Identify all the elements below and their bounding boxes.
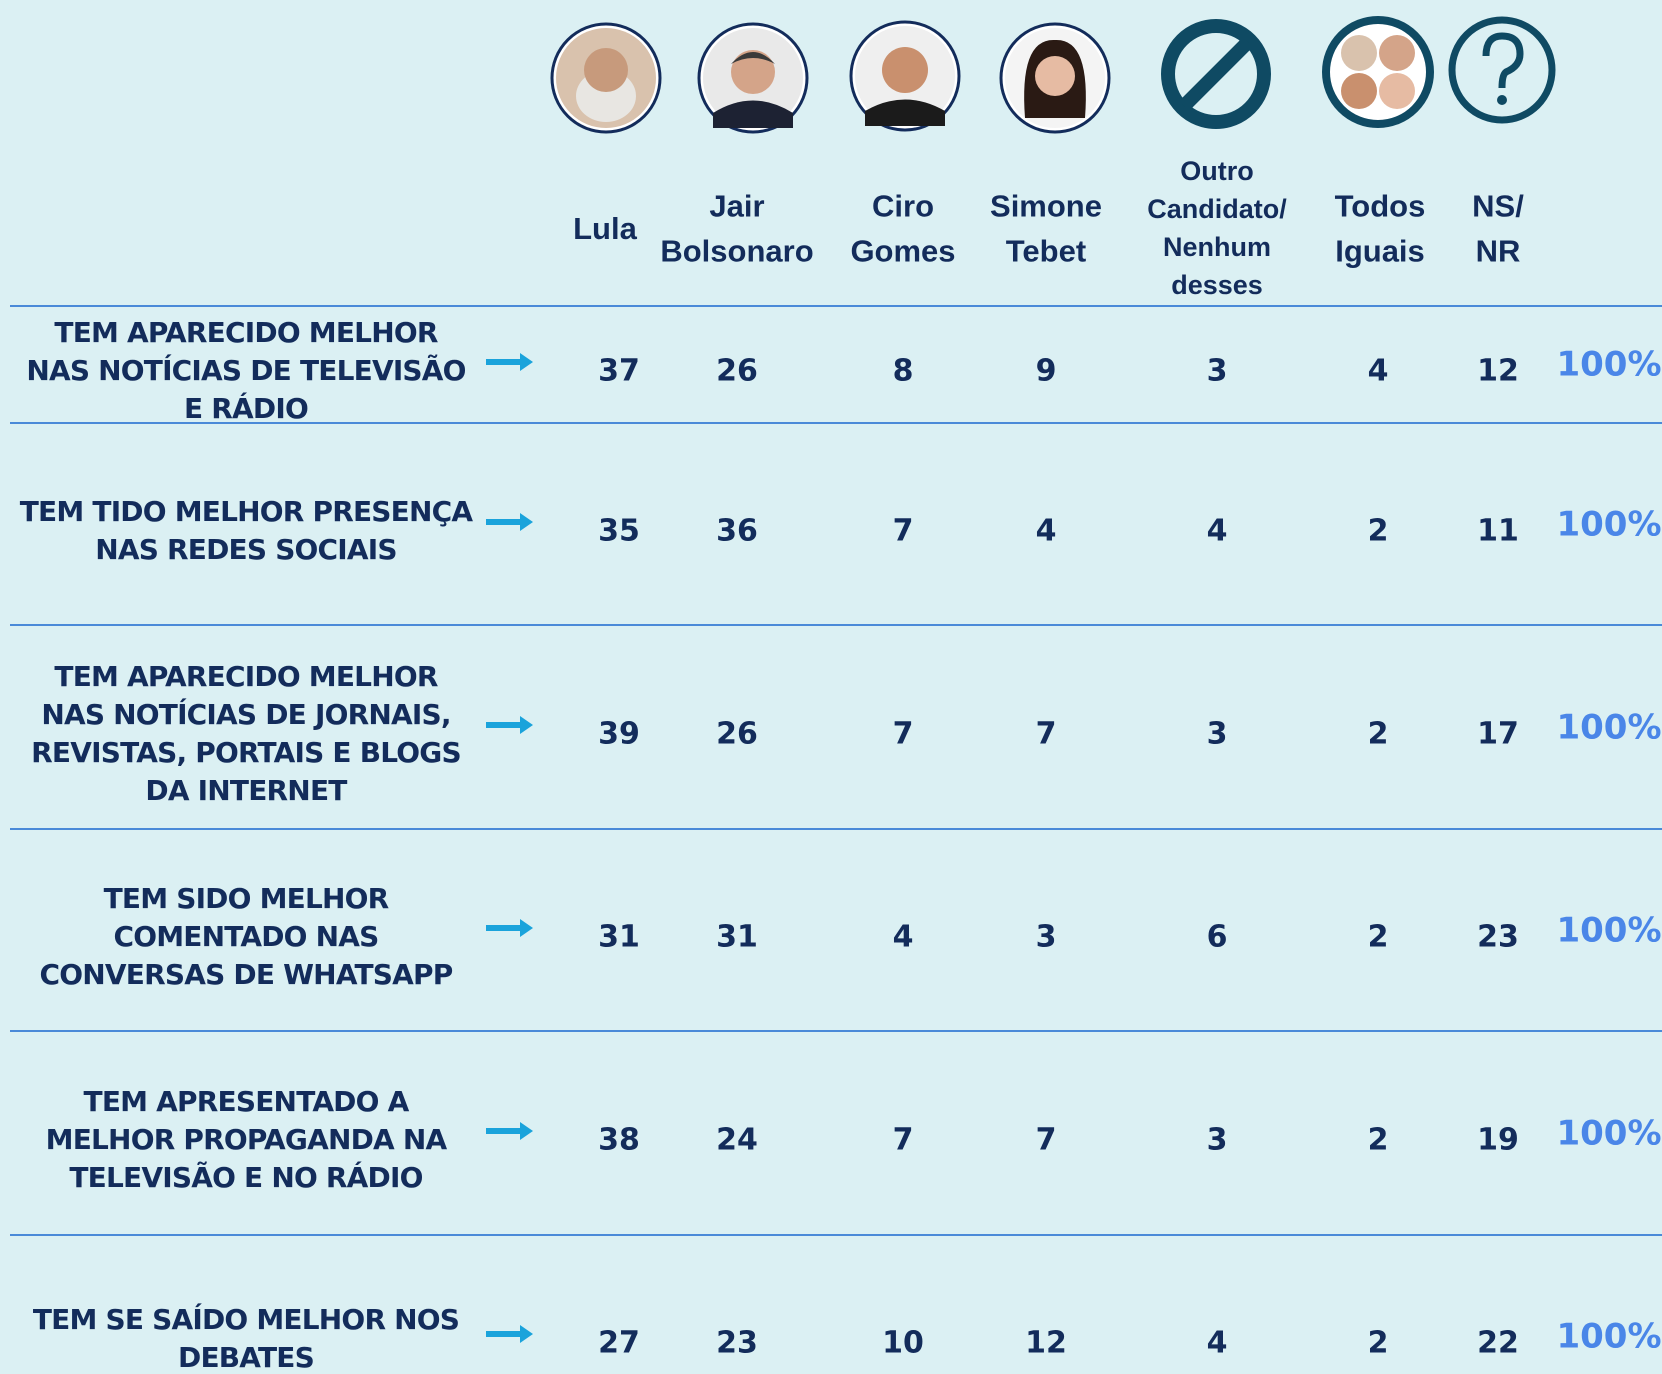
column-header: Nenhum: [1163, 232, 1271, 262]
cell-value: 6: [1207, 920, 1228, 955]
column-header: Gomes: [850, 234, 955, 269]
cell-value: 19: [1477, 1123, 1519, 1158]
row-label: TEM APARECIDO MELHOR: [54, 316, 437, 349]
cell-value: 31: [716, 920, 758, 955]
cell-value: 8: [893, 354, 914, 389]
cell-value: 31: [598, 920, 640, 955]
cell-value: 26: [716, 354, 758, 389]
cell-value: 3: [1207, 354, 1228, 389]
none-icon: [1161, 19, 1271, 129]
cell-value: 38: [598, 1123, 640, 1158]
row-total: 100%: [1556, 708, 1661, 748]
row-label: REVISTAS, PORTAIS E BLOGS: [31, 736, 461, 769]
column-header: Todos: [1335, 189, 1426, 224]
row-label: TEM TIDO MELHOR PRESENÇA: [20, 495, 474, 528]
row-label: TEM APRESENTADO A: [84, 1085, 410, 1118]
column-header: NR: [1476, 234, 1521, 269]
column-header: Tebet: [1006, 234, 1086, 269]
cell-value: 12: [1025, 1326, 1067, 1361]
column-header: Iguais: [1335, 234, 1425, 269]
cell-value: 2: [1368, 717, 1389, 752]
cell-value: 35: [598, 514, 640, 549]
column-header: Jair: [709, 189, 764, 224]
cell-value: 7: [1036, 717, 1057, 752]
column-header: NS/: [1472, 189, 1524, 224]
row-total: 100%: [1556, 911, 1661, 951]
cell-value: 7: [893, 514, 914, 549]
cell-value: 24: [716, 1123, 758, 1158]
arrow: [486, 353, 533, 371]
ciro-photo: [849, 20, 961, 132]
cell-value: 2: [1368, 920, 1389, 955]
icons: [550, 16, 1556, 134]
tebet-photo: [999, 22, 1111, 134]
cell-value: 7: [893, 1123, 914, 1158]
cell-value: 4: [1207, 1326, 1228, 1361]
row-label: NAS NOTÍCIAS DE TELEVISÃO: [26, 353, 465, 387]
row-label: DA INTERNET: [145, 774, 347, 807]
cell-value: 23: [716, 1326, 758, 1361]
cell-value: 10: [882, 1326, 924, 1361]
cell-value: 4: [1368, 354, 1389, 389]
cell-value: 7: [893, 717, 914, 752]
cell-value: 36: [716, 514, 758, 549]
cell-value: 23: [1477, 920, 1519, 955]
column-header: Bolsonaro: [660, 234, 813, 269]
column-header: Lula: [573, 211, 637, 246]
cell-value: 2: [1368, 514, 1389, 549]
cell-value: 27: [598, 1326, 640, 1361]
all-equal-icon: [1322, 16, 1434, 128]
cell-value: 11: [1477, 514, 1519, 549]
cell-value: 12: [1477, 354, 1519, 389]
row-total: 100%: [1556, 345, 1661, 385]
row-label: MELHOR PROPAGANDA NA: [46, 1123, 448, 1156]
column-header: Outro: [1180, 156, 1254, 186]
cell-value: 3: [1207, 717, 1228, 752]
row-label: TEM SE SAÍDO MELHOR NOS: [33, 1302, 459, 1336]
row-label: TEM APARECIDO MELHOR: [54, 660, 437, 693]
cell-value: 2: [1368, 1123, 1389, 1158]
cell-value: 3: [1207, 1123, 1228, 1158]
arrow: [486, 1325, 533, 1343]
column-header: Ciro: [872, 189, 934, 224]
row-label: CONVERSAS DE WHATSAPP: [39, 958, 452, 991]
cell-value: 39: [598, 717, 640, 752]
column-header: Simone: [990, 189, 1102, 224]
cell-value: 3: [1036, 920, 1057, 955]
cell-value: 4: [893, 920, 914, 955]
row-label: E RÁDIO: [184, 391, 308, 425]
cell-value: 22: [1477, 1326, 1519, 1361]
row-label: TELEVISÃO E NO RÁDIO: [69, 1160, 422, 1194]
row-total: 100%: [1556, 1114, 1661, 1154]
cell-value: 4: [1036, 514, 1057, 549]
row-label: TEM SIDO MELHOR: [104, 882, 389, 915]
row-label: NAS NOTÍCIAS DE JORNAIS,: [41, 697, 450, 731]
cell-value: 9: [1036, 354, 1057, 389]
column-header: Candidato/: [1147, 194, 1287, 224]
question-icon: [1448, 16, 1556, 124]
row-label: DEBATES: [178, 1341, 314, 1374]
row-label: COMENTADO NAS: [113, 920, 378, 953]
row-total: 100%: [1556, 505, 1661, 545]
row-label: NAS REDES SOCIAIS: [95, 533, 397, 566]
cell-value: 17: [1477, 717, 1519, 752]
row-total: 100%: [1556, 1317, 1661, 1357]
cell-value: 26: [716, 717, 758, 752]
arrow: [486, 513, 533, 531]
cell-value: 2: [1368, 1326, 1389, 1361]
cell-value: 37: [598, 354, 640, 389]
arrow: [486, 1122, 533, 1140]
column-header: desses: [1171, 270, 1263, 300]
arrow: [486, 716, 533, 734]
arrow: [486, 919, 533, 937]
cell-value: 4: [1207, 514, 1228, 549]
cell-value: 7: [1036, 1123, 1057, 1158]
bolsonaro-photo: [697, 22, 809, 134]
lula-photo: [550, 22, 662, 134]
